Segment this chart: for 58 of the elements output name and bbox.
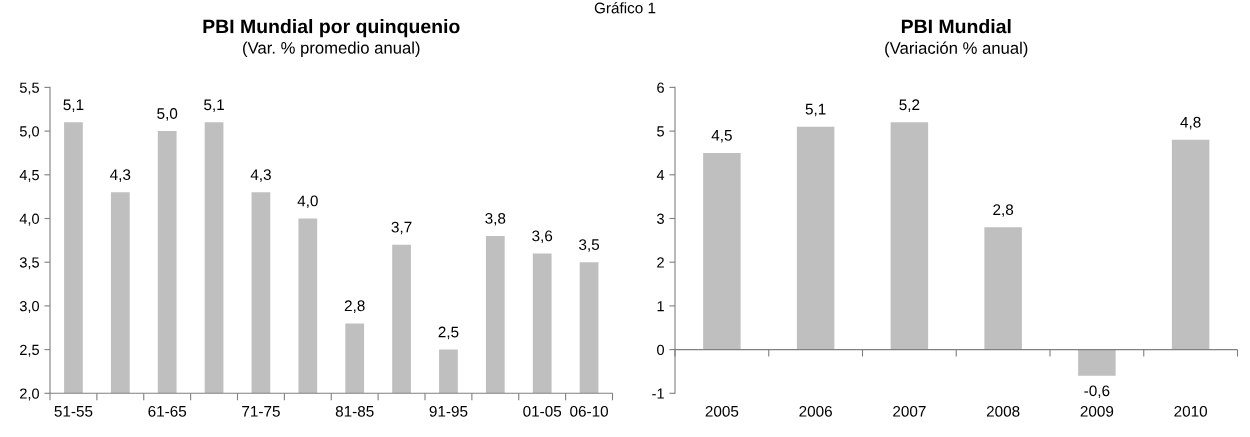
chart-subtitle: (Variación % anual) bbox=[885, 41, 1028, 58]
y-tick-label: 5 bbox=[657, 126, 664, 137]
y-tick-label: 5,5 bbox=[19, 82, 39, 95]
y-tick-label: 4,5 bbox=[19, 170, 39, 182]
x-tick-label: 2007 bbox=[893, 405, 926, 417]
chart-title: PBI Mundial por quinquenio bbox=[203, 19, 460, 38]
y-tick-label: 5,0 bbox=[19, 126, 40, 139]
bar bbox=[796, 126, 835, 350]
y-tick-label: 3,5 bbox=[19, 257, 39, 270]
bar bbox=[1171, 139, 1210, 350]
y-tick-label: 0 bbox=[657, 344, 665, 356]
y-tick-label: 3,0 bbox=[19, 301, 40, 314]
y-tick-label: 4,0 bbox=[19, 213, 40, 226]
x-tick-label: 2005 bbox=[705, 405, 739, 417]
y-tick-label: 1 bbox=[657, 301, 664, 312]
data-label: 4,0 bbox=[297, 195, 318, 209]
data-label: 5,1 bbox=[805, 103, 826, 117]
x-tick-label: 91-95 bbox=[429, 405, 468, 417]
data-label: 5,2 bbox=[899, 99, 920, 112]
y-tick-label: 3 bbox=[657, 213, 664, 224]
x-tick-label: 2008 bbox=[986, 405, 1020, 417]
chart-subtitle: (Var. % promedio anual) bbox=[243, 41, 420, 58]
data-label: 4,5 bbox=[711, 130, 732, 143]
data-label: 3,6 bbox=[532, 230, 553, 244]
y-tick-label: 4 bbox=[656, 170, 665, 181]
data-label: 3,7 bbox=[391, 221, 412, 235]
data-label: 4,3 bbox=[250, 169, 271, 182]
data-label: 2,5 bbox=[438, 326, 459, 340]
data-label: -0,6 bbox=[1084, 385, 1110, 399]
data-label: 3,5 bbox=[579, 239, 600, 252]
data-label: 3,8 bbox=[485, 212, 506, 226]
data-label: 2,8 bbox=[344, 300, 365, 313]
data-label: 4,8 bbox=[1180, 116, 1201, 130]
bar bbox=[984, 227, 1022, 350]
bar bbox=[1078, 349, 1116, 376]
bar bbox=[890, 122, 929, 350]
data-label: 5,1 bbox=[63, 99, 84, 112]
y-tick-label: 2 bbox=[657, 257, 664, 268]
y-tick-label: 2,0 bbox=[20, 388, 40, 401]
data-label: 4,3 bbox=[110, 169, 131, 182]
data-label: 5,0 bbox=[157, 108, 178, 121]
y-tick-label: 6 bbox=[657, 82, 664, 93]
y-tick-label: 2,5 bbox=[20, 344, 39, 357]
x-tick-label: 2006 bbox=[799, 405, 832, 417]
x-tick-label: 81-85 bbox=[335, 405, 374, 417]
bar bbox=[703, 152, 741, 350]
x-tick-label: 01-05 bbox=[523, 405, 562, 417]
x-tick-label: 51-55 bbox=[54, 406, 93, 417]
y-tick-label: -1 bbox=[652, 388, 664, 399]
x-tick-label: 2009 bbox=[1080, 405, 1114, 417]
x-tick-label: 71-75 bbox=[242, 406, 280, 417]
x-tick-label: 06-10 bbox=[570, 405, 608, 417]
x-tick-label: 2010 bbox=[1174, 405, 1208, 417]
data-label: 2,8 bbox=[993, 204, 1014, 217]
data-label: 5,1 bbox=[204, 99, 224, 112]
x-tick-label: 61-65 bbox=[148, 405, 187, 417]
text: Gráfico 1 bbox=[594, 2, 656, 14]
chart-title: PBI Mundial bbox=[901, 19, 1011, 34]
